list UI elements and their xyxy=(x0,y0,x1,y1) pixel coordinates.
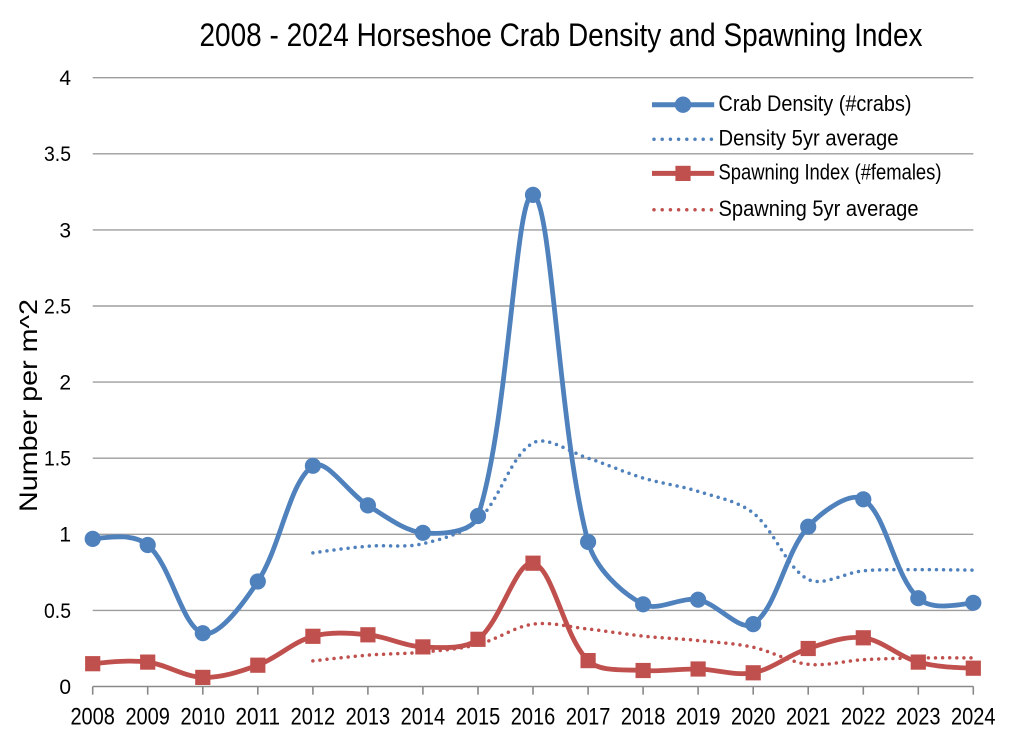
svg-text:Spawning 5yr average: Spawning 5yr average xyxy=(719,196,919,221)
svg-text:3: 3 xyxy=(59,219,71,242)
svg-text:2015: 2015 xyxy=(456,704,501,731)
svg-text:4: 4 xyxy=(59,67,71,90)
svg-text:2012: 2012 xyxy=(291,704,336,731)
svg-text:0.5: 0.5 xyxy=(44,600,71,623)
svg-text:2018: 2018 xyxy=(621,704,666,731)
svg-text:Crab Density (#crabs): Crab Density (#crabs) xyxy=(719,91,912,116)
svg-text:2009: 2009 xyxy=(125,704,170,731)
svg-text:2010: 2010 xyxy=(181,704,226,731)
svg-text:2016: 2016 xyxy=(511,704,556,731)
svg-text:2024: 2024 xyxy=(951,704,996,731)
svg-text:Spawning Index (#females): Spawning Index (#females) xyxy=(719,160,942,185)
svg-text:3.5: 3.5 xyxy=(44,143,71,166)
svg-text:2: 2 xyxy=(59,372,71,395)
svg-text:2022: 2022 xyxy=(841,704,886,731)
svg-text:1: 1 xyxy=(59,524,71,547)
svg-text:2011: 2011 xyxy=(236,704,281,731)
svg-text:2.5: 2.5 xyxy=(44,295,71,318)
svg-text:0: 0 xyxy=(59,676,71,699)
svg-text:2008 - 2024 Horseshoe Crab Den: 2008 - 2024 Horseshoe Crab Density and S… xyxy=(200,17,923,53)
svg-text:2017: 2017 xyxy=(566,704,611,731)
svg-text:2021: 2021 xyxy=(786,704,831,731)
svg-text:2023: 2023 xyxy=(896,704,941,731)
svg-text:1.5: 1.5 xyxy=(44,448,71,471)
svg-text:Number per m^2: Number per m^2 xyxy=(15,299,43,512)
svg-text:2008: 2008 xyxy=(70,704,115,731)
svg-text:2019: 2019 xyxy=(676,704,721,731)
svg-text:2020: 2020 xyxy=(731,704,776,731)
svg-text:2014: 2014 xyxy=(401,704,446,731)
svg-text:2013: 2013 xyxy=(346,704,391,731)
svg-text:Density 5yr average: Density 5yr average xyxy=(719,126,899,151)
